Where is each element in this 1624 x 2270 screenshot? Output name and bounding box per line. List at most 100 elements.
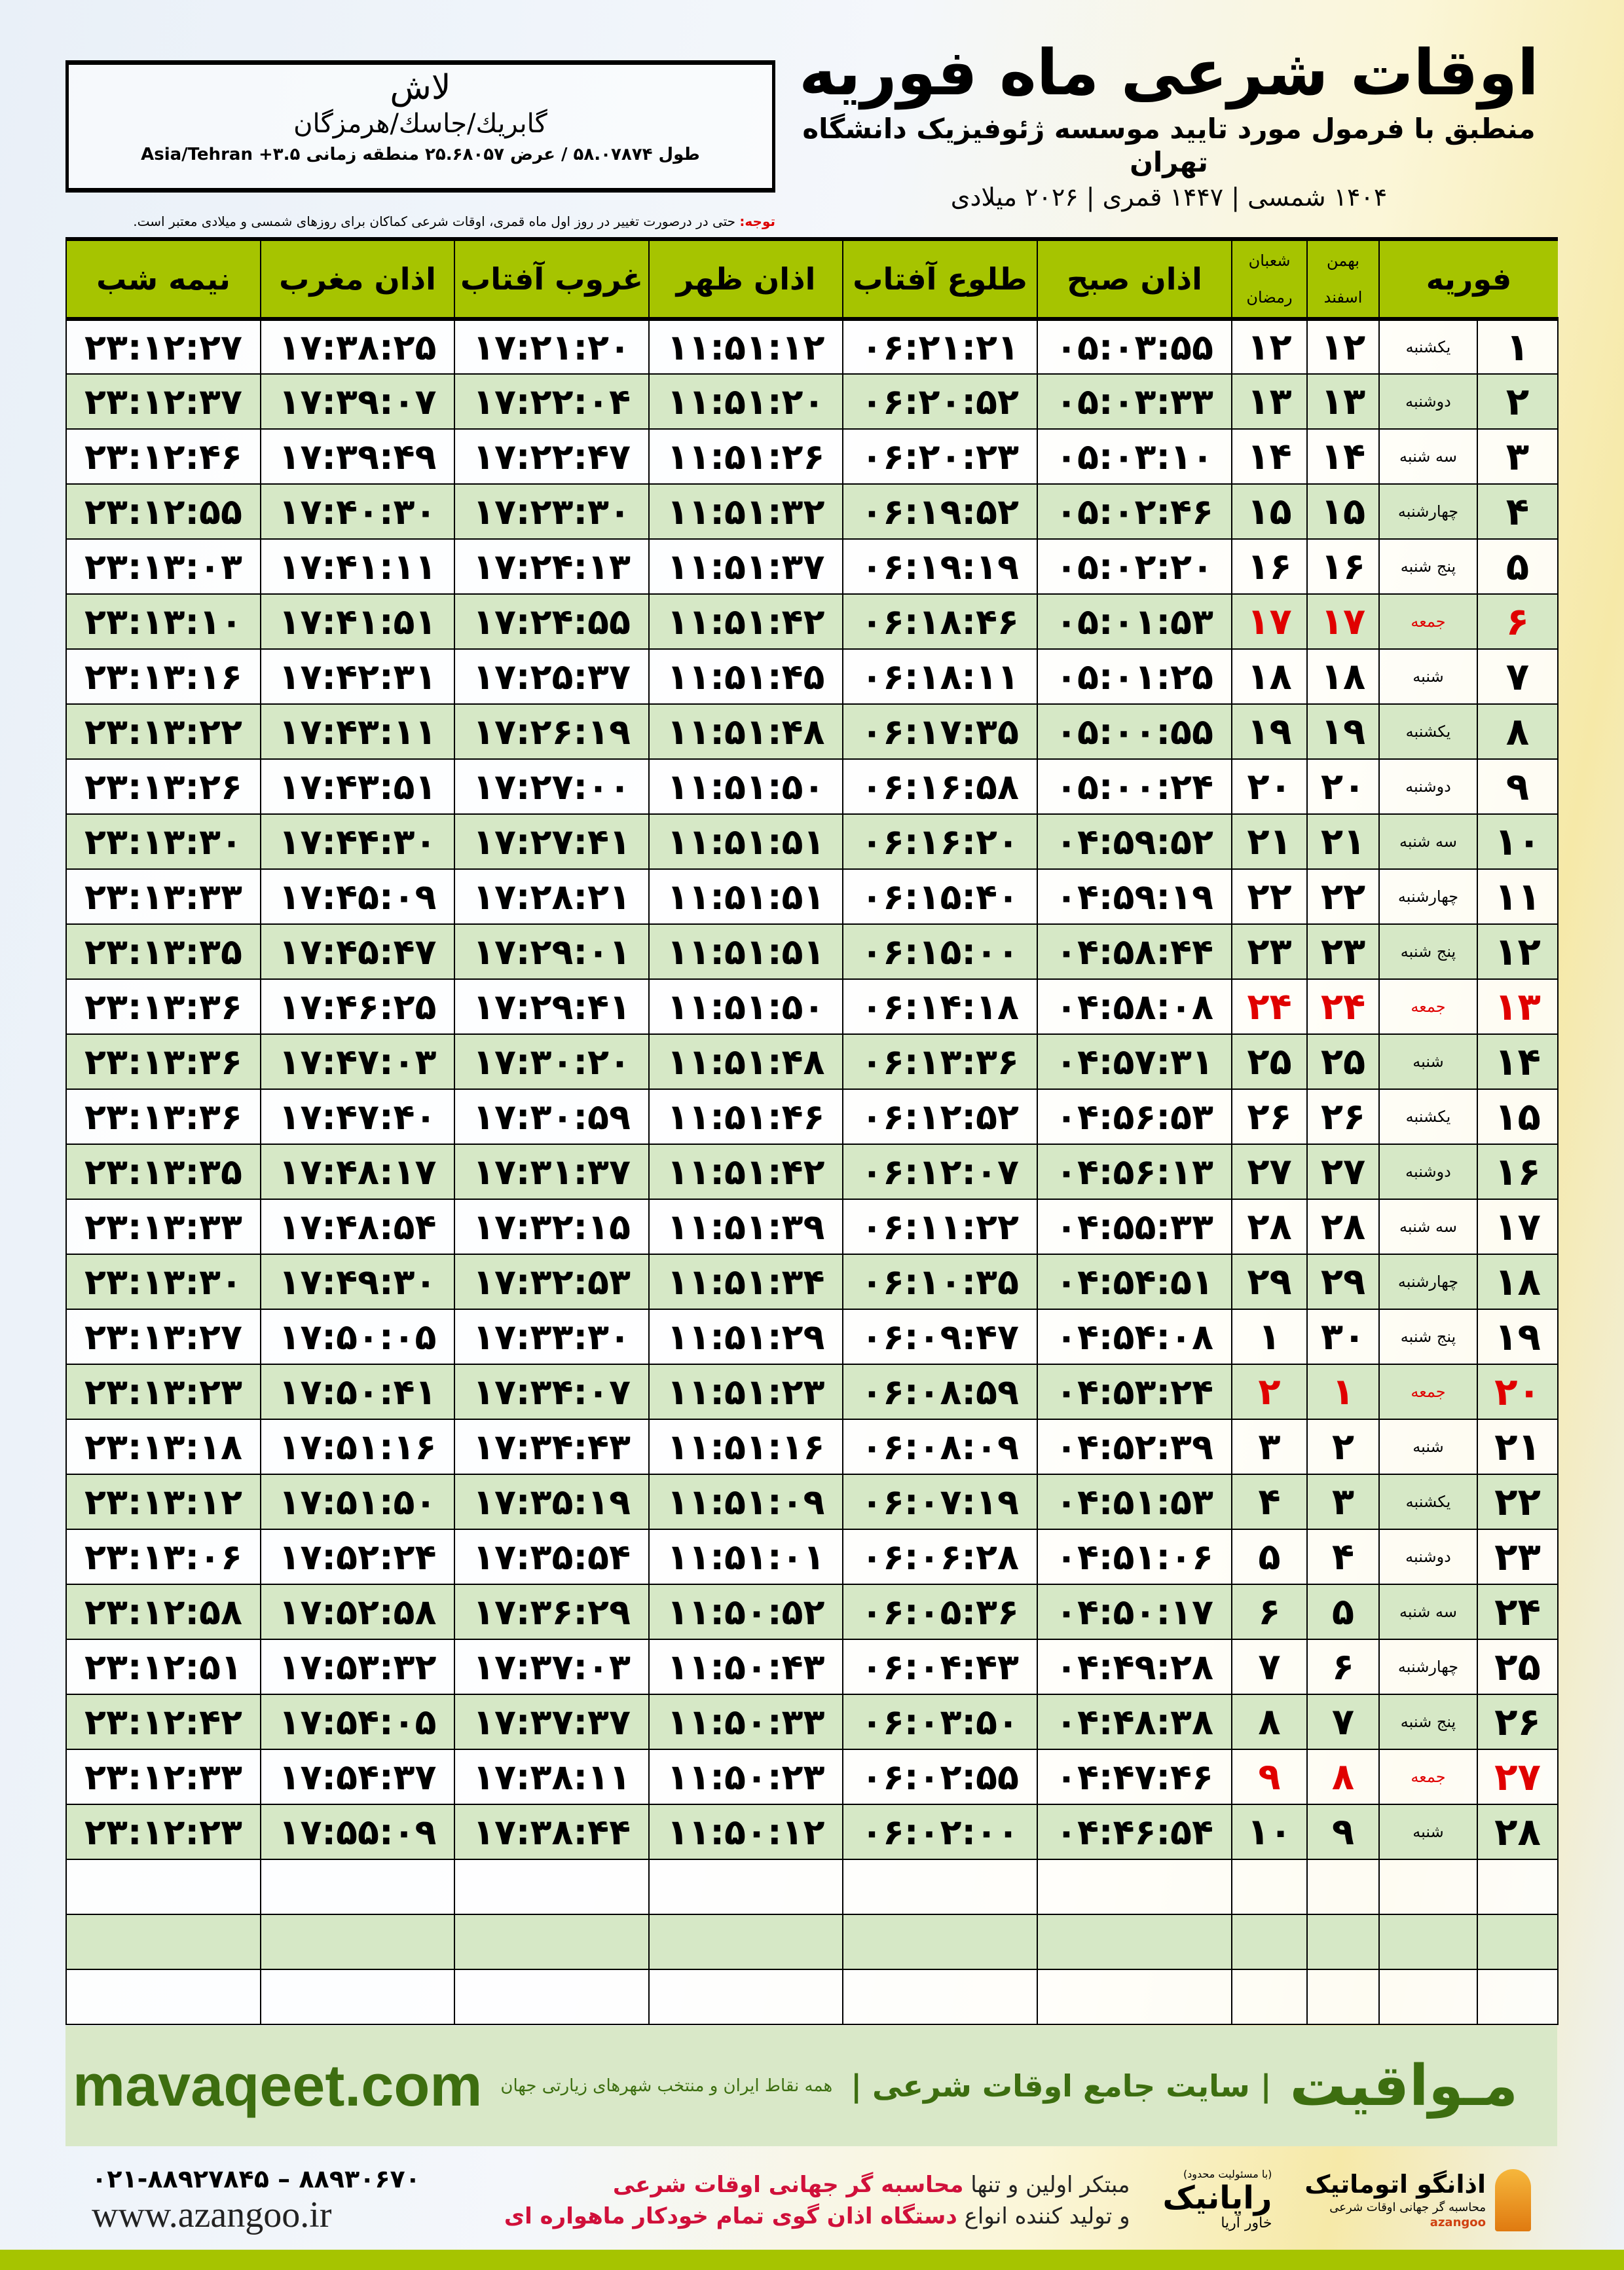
azan-sobh: ۰۴:۵۴:۵۱ [1037,1254,1232,1310]
azan-sobh: ۰۴:۵۰:۱۷ [1037,1584,1232,1640]
day-number: ۱۶ [1477,1144,1559,1200]
empty-cell [648,1859,843,1915]
azan-sobh: ۰۵:۰۲:۴۶ [1037,483,1232,540]
table-row: ۱۴ شنبه ۲۵ ۲۵ ۰۴:۵۷:۳۱ ۰۶:۱۳:۳۶ ۱۱:۵۱:۴۸ ۱۷:۳۰:… [65,1033,1559,1090]
shamsi-day: ۳ [1306,1474,1380,1530]
weekday: دوشنبه [1378,758,1478,815]
azan-maghreb: ۱۷:۳۹:۰۷ [260,373,455,430]
col-maghreb: اذان مغرب [260,237,454,321]
empty-cell [1378,1914,1478,1970]
ghorub-aftab: ۱۷:۳۸:۱۱ [454,1749,650,1805]
table-row: ۲۵ چهارشنبه ۶ ۷ ۰۴:۴۹:۲۸ ۰۶:۰۴:۴۳ ۱۱:۵۰:۴۳ ۱۷:۳… [65,1639,1559,1695]
weekday: یکشنبه [1378,318,1478,375]
tolu-aftab: ۰۶:۲۰:۲۳ [842,428,1038,485]
promo-line-2: و تولید کننده انواع دستگاه اذان گوی تمام… [504,2203,1130,2229]
azan-maghreb: ۱۷:۴۱:۱۱ [260,538,455,595]
nimeshab: ۲۳:۱۲:۳۷ [65,373,261,430]
mavaqeet-url[interactable]: mavaqeet.com [73,2053,483,2119]
weekday: شنبه [1378,1804,1478,1860]
azan-sobh: ۰۴:۴۶:۵۴ [1037,1804,1232,1860]
table-row: ۱ یکشنبه ۱۲ ۱۲ ۰۵:۰۳:۵۵ ۰۶:۲۱:۲۱ ۱۱:۵۱:۱۲ ۱۷:۲۱… [65,318,1559,375]
azangoo-logo-sub: محاسبه گر جهانی اوقات شرعی [1329,2200,1486,2214]
nimeshab: ۲۳:۱۳:۳۵ [65,1144,261,1200]
nimeshab: ۲۳:۱۲:۴۶ [65,428,261,485]
day-number: ۲۷ [1477,1749,1559,1805]
azan-maghreb: ۱۷:۵۴:۳۷ [260,1749,455,1805]
table-row: ۵ پنج شنبه ۱۶ ۱۶ ۰۵:۰۲:۲۰ ۰۶:۱۹:۱۹ ۱۱:۵۱:۳۷ ۱۷:… [65,538,1559,595]
tolu-aftab: ۰۶:۲۱:۲۱ [842,318,1038,375]
empty-cell [65,1859,261,1915]
qamari-day: ۲ [1231,1364,1308,1420]
table-row: ۱۱ چهارشنبه ۲۲ ۲۲ ۰۴:۵۹:۱۹ ۰۶:۱۵:۴۰ ۱۱:۵۱:۵۱ ۱۷… [65,868,1559,925]
azan-maghreb: ۱۷:۴۸:۵۴ [260,1199,455,1255]
table-row: ۱۵ یکشنبه ۲۶ ۲۶ ۰۴:۵۶:۵۳ ۰۶:۱۲:۵۲ ۱۱:۵۱:۴۶ ۱۷:۳… [65,1088,1559,1145]
tolu-aftab: ۰۶:۰۶:۲۸ [842,1529,1038,1585]
azan-maghreb: ۱۷:۴۲:۳۱ [260,648,455,705]
shamsi-day: ۱۸ [1306,648,1380,705]
qamari-day: ۱۵ [1231,483,1308,540]
qamari-day: ۲۷ [1231,1144,1308,1200]
empty-cell [260,1914,455,1970]
day-number: ۲ [1477,373,1559,430]
tolu-aftab: ۰۶:۱۸:۱۱ [842,648,1038,705]
azan-zohr: ۱۱:۵۱:۲۹ [648,1309,843,1365]
day-number: ۴ [1477,483,1559,540]
empty-cell [1306,1859,1380,1915]
shamsi-day: ۲ [1306,1419,1380,1475]
nimeshab: ۲۳:۱۳:۰۶ [65,1529,261,1585]
azan-zohr: ۱۱:۵۰:۵۲ [648,1584,843,1640]
promo-line-1: مبتکر اولین و تنها محاسبه گر جهانی اوقات… [504,2172,1130,2198]
shamsi-day: ۲۴ [1306,978,1380,1035]
qamari-day: ۲۳ [1231,923,1308,980]
shamsi-day: ۲۹ [1306,1254,1380,1310]
day-number: ۱۰ [1477,813,1559,870]
azangoo-website[interactable]: www.azangoo.ir [92,2195,332,2236]
empty-row [65,1859,1559,1915]
azan-sobh: ۰۴:۵۹:۵۲ [1037,813,1232,870]
empty-cell [454,1914,650,1970]
azan-zohr: ۱۱:۵۱:۴۲ [648,593,843,650]
tolu-aftab: ۰۶:۱۳:۳۶ [842,1033,1038,1090]
azan-zohr: ۱۱:۵۰:۴۳ [648,1639,843,1695]
azan-sobh: ۰۴:۵۱:۰۶ [1037,1529,1232,1585]
notice-text: حتی در درصورت تغییر در روز اول ماه قمری،… [133,214,740,229]
empty-cell [842,1859,1038,1915]
table-row: ۹ دوشنبه ۲۰ ۲۰ ۰۵:۰۰:۲۴ ۰۶:۱۶:۵۸ ۱۱:۵۱:۵۰ ۱۷:۲۷… [65,758,1559,815]
contact-info: ۰۲۱-۸۸۹۲۷۸۴۵ – ۸۸۹۳۰۶۷۰ www.azangoo.ir [92,2165,420,2237]
empty-cell [842,1969,1038,2025]
tolu-aftab: ۰۶:۰۸:۰۹ [842,1419,1038,1475]
shamsi-day: ۱۳ [1306,373,1380,430]
table-row: ۶ جمعه ۱۷ ۱۷ ۰۵:۰۱:۵۳ ۰۶:۱۸:۴۶ ۱۱:۵۱:۴۲ ۱۷:۲۴:۵… [65,593,1559,650]
promo-text: مبتکر اولین و تنها محاسبه گر جهانی اوقات… [504,2172,1130,2229]
table-row: ۱۲ پنج شنبه ۲۳ ۲۳ ۰۴:۵۸:۴۴ ۰۶:۱۵:۰۰ ۱۱:۵۱:۵۱ ۱۷… [65,923,1559,980]
empty-cell [1306,1914,1380,1970]
promo-1a: مبتکر اولین و تنها [963,2171,1130,2198]
col-qamari: شعبان رمضان [1231,237,1307,321]
location-box: لاش گابريك/جاسك/هرمزگان طول ۵۸.۰۷۸۷۴ / ع… [65,60,775,193]
weekday: چهارشنبه [1378,1254,1478,1310]
table-row: ۸ یکشنبه ۱۹ ۱۹ ۰۵:۰۰:۵۵ ۰۶:۱۷:۳۵ ۱۱:۵۱:۴۸ ۱۷:۲۶… [65,703,1559,760]
ghorub-aftab: ۱۷:۲۴:۱۳ [454,538,650,595]
qamari-day: ۱۰ [1231,1804,1308,1860]
azan-zohr: ۱۱:۵۱:۳۲ [648,483,843,540]
table-row: ۲۱ شنبه ۲ ۳ ۰۴:۵۲:۳۹ ۰۶:۰۸:۰۹ ۱۱:۵۱:۱۶ ۱۷:۳۴:۴۳… [65,1419,1559,1475]
azan-zohr: ۱۱:۵۰:۳۳ [648,1694,843,1750]
day-number: ۱۱ [1477,868,1559,925]
table-row: ۱۳ جمعه ۲۴ ۲۴ ۰۴:۵۸:۰۸ ۰۶:۱۴:۱۸ ۱۱:۵۱:۵۰ ۱۷:۲۹:… [65,978,1559,1035]
shamsi-day: ۲۵ [1306,1033,1380,1090]
table-row: ۲۲ یکشنبه ۳ ۴ ۰۴:۵۱:۵۳ ۰۶:۰۷:۱۹ ۱۱:۵۱:۰۹ ۱۷:۳۵:… [65,1474,1559,1530]
weekday: چهارشنبه [1378,1639,1478,1695]
day-number: ۷ [1477,648,1559,705]
weekday: پنج شنبه [1378,1309,1478,1365]
empty-cell [65,1914,261,1970]
azan-sobh: ۰۴:۵۴:۰۸ [1037,1309,1232,1365]
azan-maghreb: ۱۷:۵۳:۳۲ [260,1639,455,1695]
qamari-day: ۱ [1231,1309,1308,1365]
day-number: ۱۲ [1477,923,1559,980]
azan-zohr: ۱۱:۵۱:۲۳ [648,1364,843,1420]
day-number: ۱۹ [1477,1309,1559,1365]
tolu-aftab: ۰۶:۱۲:۰۷ [842,1144,1038,1200]
azangoo-logo-brand: azangoo [1430,2216,1486,2230]
tolu-aftab: ۰۶:۲۰:۵۲ [842,373,1038,430]
ghorub-aftab: ۱۷:۲۴:۵۵ [454,593,650,650]
